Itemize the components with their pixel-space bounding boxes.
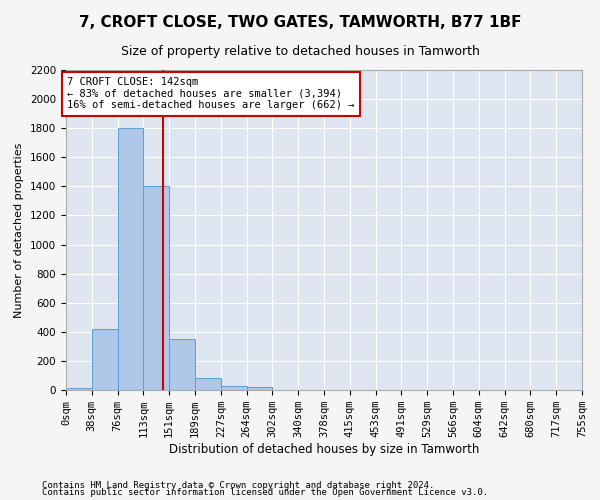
Text: 7 CROFT CLOSE: 142sqm
← 83% of detached houses are smaller (3,394)
16% of semi-d: 7 CROFT CLOSE: 142sqm ← 83% of detached … bbox=[67, 78, 355, 110]
X-axis label: Distribution of detached houses by size in Tamworth: Distribution of detached houses by size … bbox=[169, 443, 479, 456]
Text: 7, CROFT CLOSE, TWO GATES, TAMWORTH, B77 1BF: 7, CROFT CLOSE, TWO GATES, TAMWORTH, B77… bbox=[79, 15, 521, 30]
Y-axis label: Number of detached properties: Number of detached properties bbox=[14, 142, 25, 318]
Text: Size of property relative to detached houses in Tamworth: Size of property relative to detached ho… bbox=[121, 45, 479, 58]
Text: Contains public sector information licensed under the Open Government Licence v3: Contains public sector information licen… bbox=[42, 488, 488, 497]
Bar bbox=[247, 387, 272, 390]
Bar bbox=[195, 378, 221, 390]
Bar bbox=[143, 186, 169, 390]
Bar bbox=[169, 339, 195, 390]
Bar bbox=[118, 128, 143, 390]
Text: Contains HM Land Registry data © Crown copyright and database right 2024.: Contains HM Land Registry data © Crown c… bbox=[42, 480, 434, 490]
Bar bbox=[92, 329, 118, 390]
Bar bbox=[66, 388, 92, 390]
Bar bbox=[221, 386, 247, 390]
